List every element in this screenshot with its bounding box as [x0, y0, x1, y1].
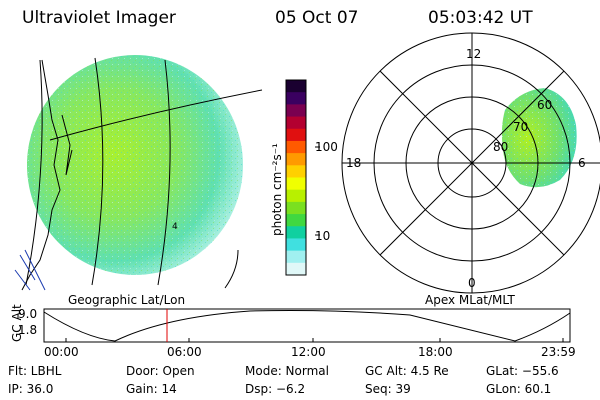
colorbar-segment	[286, 92, 306, 105]
time-label: 05:03:42 UT	[428, 8, 533, 28]
status-glat: GLat: −55.6	[486, 364, 559, 378]
colorbar-segment	[286, 201, 306, 215]
polar-plot	[341, 32, 600, 294]
lat-line-2	[224, 249, 239, 289]
status-glon: GLon: 60.1	[486, 382, 552, 396]
colorbar-segment	[286, 214, 306, 227]
status-mode: Mode: Normal	[245, 364, 329, 378]
geographic-image	[14, 55, 263, 291]
colorbar-segment	[286, 128, 306, 142]
colorbar-segment	[286, 80, 306, 93]
altitude-curve	[43, 310, 571, 342]
coastline	[21, 59, 61, 291]
xtick-2359: 23:59	[541, 345, 576, 359]
colorbar-segment	[286, 226, 306, 239]
polar-panel-label: Apex MLat/MLT	[425, 293, 515, 307]
colorbar-segment	[286, 104, 306, 118]
geo-panel-label: Geographic Lat/Lon	[68, 293, 186, 307]
xtick-1200: 12:00	[291, 345, 326, 359]
status-dsp: Dsp: −6.2	[245, 382, 306, 396]
lat-label-80: 80	[493, 140, 509, 154]
colorbar-segment	[286, 189, 306, 203]
status-door: Door: Open	[126, 364, 195, 378]
altitude-ytick-top: 9.0	[18, 307, 38, 321]
mlt-label-0: 0	[468, 276, 476, 290]
colorbar-segment	[286, 140, 306, 154]
altitude-ytick-bottom: 1.8	[18, 323, 38, 337]
colorbar-segment	[286, 153, 306, 166]
colorbar-segment	[286, 177, 306, 191]
status-gain: Gain: 14	[126, 382, 177, 396]
xtick-1800: 18:00	[418, 345, 453, 359]
colorbar-frame	[285, 79, 307, 276]
date-label: 05 Oct 07	[275, 8, 359, 28]
colorbar	[285, 79, 307, 276]
colorbar-tick-100: 100	[315, 140, 338, 154]
mlt-label-6: 6	[578, 156, 586, 170]
lat-label-70: 70	[513, 120, 529, 134]
colorbar-segment	[286, 165, 306, 178]
colorbar-tick-10: 10	[315, 229, 331, 243]
lat-label-60: 60	[537, 98, 553, 112]
mlt-label-12: 12	[466, 47, 482, 61]
colorbar-segment	[286, 250, 306, 264]
altitude-plot	[43, 308, 571, 343]
lon-line-2	[157, 59, 171, 286]
lat-line-1	[49, 89, 263, 141]
status-gc-alt: GC Alt: 4.5 Re	[365, 364, 449, 378]
lon-line-1	[91, 57, 104, 286]
colorbar-segment	[286, 116, 306, 130]
xtick-0600: 06:00	[167, 345, 202, 359]
xtick-0000: 00:00	[44, 345, 79, 359]
geo-mark: 4	[172, 222, 178, 232]
lon-line-3	[25, 59, 43, 286]
mlt-label-18: 18	[346, 156, 362, 170]
status-ip: IP: 36.0	[8, 382, 54, 396]
instrument-title: Ultraviolet Imager	[22, 8, 176, 28]
status-flt: Flt: LBHL	[8, 364, 62, 378]
status-seq: Seq: 39	[365, 382, 411, 396]
colorbar-segment	[286, 262, 306, 276]
colorbar-segment	[286, 238, 306, 252]
